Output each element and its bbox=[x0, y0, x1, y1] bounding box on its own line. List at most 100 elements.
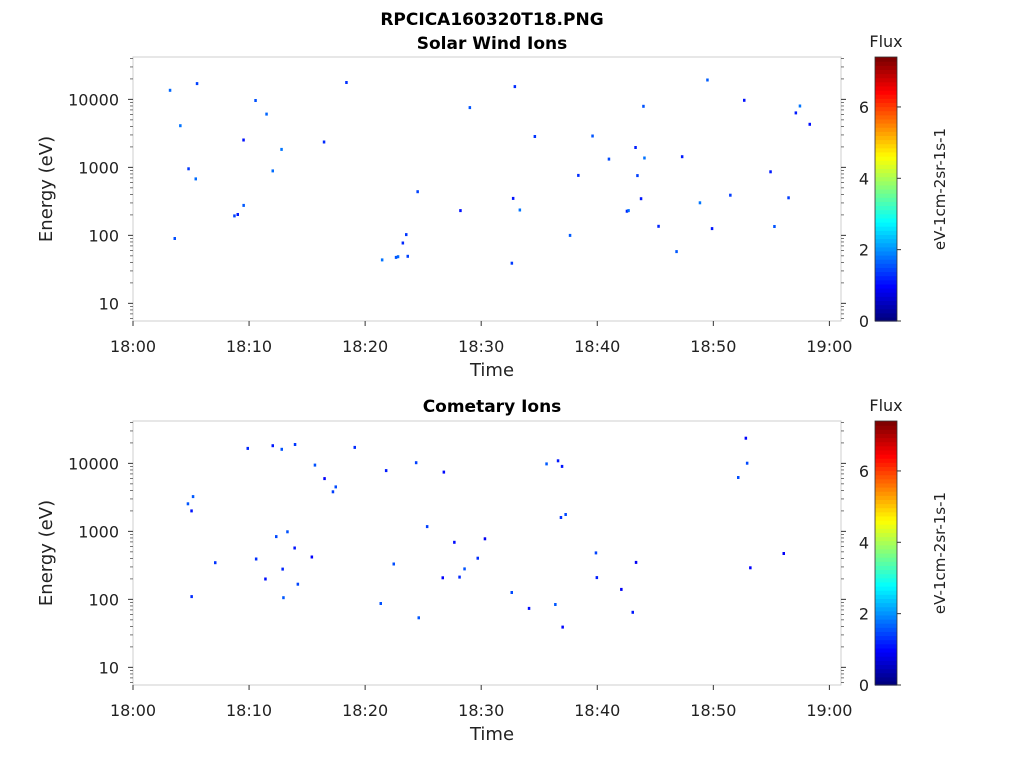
heatmap-cell bbox=[293, 546, 296, 550]
heatmap-cell bbox=[468, 106, 472, 110]
heatmap-cell bbox=[242, 203, 245, 207]
y-tick-label: 10 bbox=[99, 658, 119, 677]
heatmap-cell bbox=[190, 595, 193, 599]
heatmap-cell bbox=[657, 224, 660, 228]
figure-title: RPCICA160320T18.PNG bbox=[380, 10, 603, 30]
heatmap-cell bbox=[710, 227, 714, 231]
heatmap-cell bbox=[242, 138, 245, 142]
heatmap-cell bbox=[396, 255, 400, 259]
heatmap-cell bbox=[634, 146, 637, 149]
heatmap-cell bbox=[416, 190, 419, 194]
heatmap-cell bbox=[379, 602, 382, 605]
heatmap-cell bbox=[195, 82, 199, 86]
heatmap-cell bbox=[631, 610, 634, 614]
y-tick-label: 10000 bbox=[68, 454, 119, 473]
colorbar-label: eV-1cm-2sr-1s-1 bbox=[931, 128, 949, 250]
heatmap-cell bbox=[564, 513, 567, 516]
heatmap-cell bbox=[191, 495, 195, 499]
colorbar-tick-label: 6 bbox=[859, 98, 869, 117]
heatmap-cell bbox=[233, 214, 236, 218]
heatmap-cell bbox=[296, 582, 300, 586]
x-tick-label: 18:10 bbox=[226, 337, 272, 356]
heatmap-cell bbox=[254, 99, 257, 102]
x-tick-label: 18:50 bbox=[690, 337, 736, 356]
colorbar-tick-label: 4 bbox=[859, 533, 869, 552]
heatmap-cell bbox=[282, 596, 285, 600]
heatmap-cell bbox=[680, 155, 684, 159]
heatmap-cell bbox=[634, 560, 638, 564]
y-axis-label: Energy (eV) bbox=[36, 136, 57, 242]
heatmap-cell bbox=[510, 261, 514, 265]
colorbar: 0 2 4 6 Flux eV-1cm-2sr-1s-1 bbox=[859, 396, 949, 695]
x-tick-label: 18:50 bbox=[690, 701, 736, 720]
heatmap-cell bbox=[392, 562, 395, 566]
heatmap-cell bbox=[577, 173, 580, 177]
heatmap-cell bbox=[595, 576, 599, 580]
heatmap-cell bbox=[527, 606, 531, 610]
y-tick-label: 100 bbox=[88, 226, 119, 245]
heatmap-cell bbox=[353, 445, 356, 449]
heatmap-cell bbox=[246, 446, 249, 450]
heatmap-cell bbox=[568, 233, 572, 237]
heatmap-cell bbox=[323, 477, 326, 481]
heatmap-cell bbox=[414, 461, 418, 465]
heatmap-cell bbox=[236, 213, 239, 216]
panel-solar-wind: Solar Wind Ions 10 100 1000 10000 18:00 18:1… bbox=[36, 32, 949, 381]
heatmap-cell bbox=[179, 124, 182, 128]
heatmap-cell bbox=[744, 436, 748, 440]
heatmap-cell bbox=[394, 255, 398, 259]
heatmap-cell bbox=[556, 459, 560, 463]
x-tick-label: 18:20 bbox=[342, 337, 388, 356]
heatmap-cell bbox=[607, 157, 611, 161]
heatmap-cell bbox=[310, 555, 314, 559]
heatmap-cell bbox=[168, 88, 172, 92]
heatmap-cell bbox=[458, 575, 461, 579]
heatmap-cell bbox=[334, 485, 337, 489]
heatmap-cell bbox=[643, 156, 646, 160]
heatmap-cell bbox=[313, 463, 317, 467]
panel-title: Solar Wind Ions bbox=[417, 34, 568, 54]
heatmap-cell bbox=[265, 112, 268, 116]
heatmap-cell bbox=[322, 140, 326, 144]
heatmap-cell bbox=[798, 104, 802, 108]
heatmap-cell bbox=[787, 196, 790, 200]
x-tick-label: 19:00 bbox=[806, 337, 852, 356]
x-axis-label: Time bbox=[469, 360, 514, 381]
x-tick-label: 18:20 bbox=[342, 701, 388, 720]
heatmap-cell bbox=[275, 535, 278, 539]
heatmap-cell bbox=[513, 85, 517, 89]
heatmap-cell bbox=[280, 147, 283, 151]
heatmap-cell bbox=[620, 587, 623, 591]
x-tick-label: 18:00 bbox=[110, 337, 156, 356]
y-tick-label: 10000 bbox=[68, 90, 119, 109]
heatmap-cell bbox=[749, 566, 752, 570]
colorbar-title: Flux bbox=[869, 32, 902, 51]
heatmap-cell bbox=[380, 258, 384, 262]
heatmap-cell bbox=[554, 603, 557, 606]
heatmap-cell bbox=[281, 567, 284, 571]
heatmap-cell bbox=[782, 552, 785, 555]
heatmap-cell bbox=[406, 254, 409, 258]
heatmap-cell bbox=[441, 576, 444, 580]
x-axis-label: Time bbox=[469, 724, 514, 745]
x-tick-label: 18:00 bbox=[110, 701, 156, 720]
heatmap-cell bbox=[280, 447, 283, 451]
x-tick-label: 18:10 bbox=[226, 701, 272, 720]
colorbar-tick-label: 0 bbox=[859, 312, 869, 331]
colorbar-tick-label: 4 bbox=[859, 169, 869, 188]
heatmap-cell bbox=[476, 556, 479, 560]
heatmap-cell bbox=[459, 209, 462, 213]
heatmap-cell bbox=[271, 169, 274, 173]
heatmap-cell bbox=[214, 561, 217, 565]
heatmap-cell bbox=[194, 177, 197, 181]
heatmap-cell bbox=[560, 464, 564, 468]
heatmap-cell bbox=[642, 104, 645, 108]
heatmap-cell bbox=[545, 462, 548, 466]
heatmap-cell bbox=[417, 616, 420, 620]
heatmap-cell bbox=[293, 443, 297, 446]
y-axis: 10 100 1000 10000 bbox=[68, 58, 846, 319]
heatmap-cell bbox=[405, 233, 408, 237]
heatmap-cell bbox=[511, 196, 515, 200]
heatmap-cell bbox=[737, 476, 740, 479]
